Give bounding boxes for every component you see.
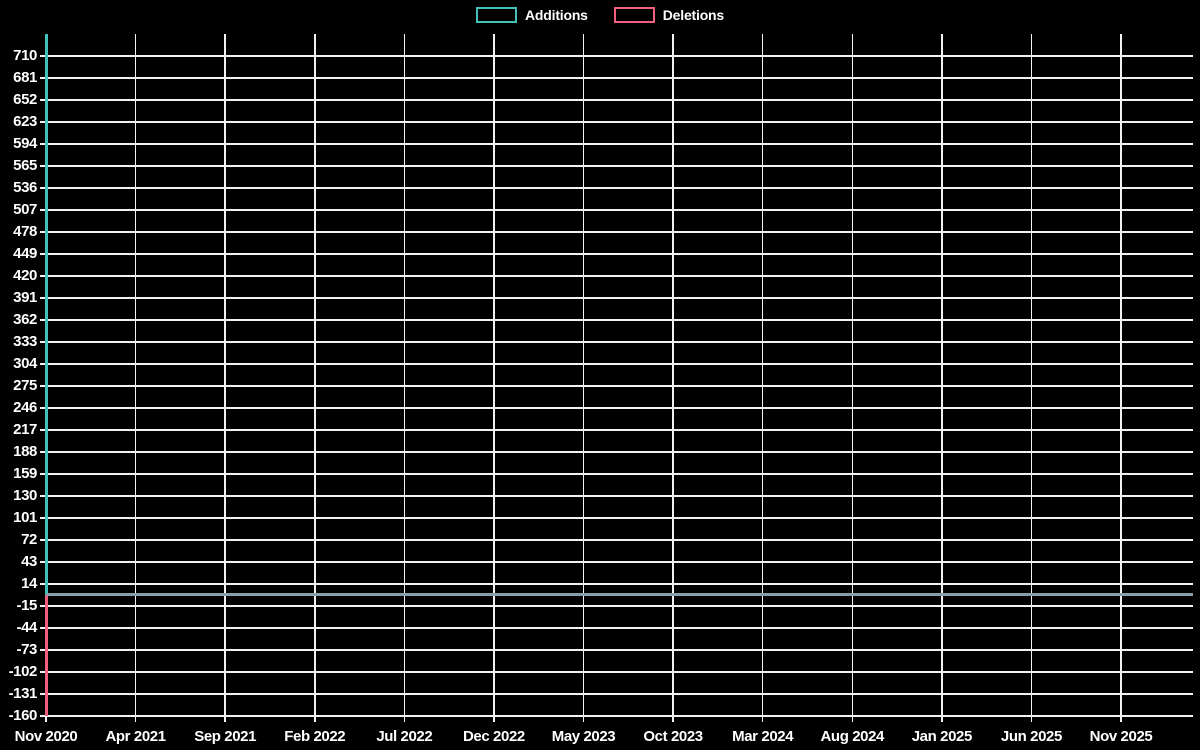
y-tick-label: 391 <box>13 289 37 306</box>
y-tick-label: 246 <box>13 399 37 416</box>
y-tick-label: 275 <box>13 377 37 394</box>
x-grid-line <box>941 34 943 722</box>
y-grid-line <box>40 187 1193 189</box>
legend-label-additions: Additions <box>525 7 588 23</box>
y-tick-label: 14 <box>21 575 37 592</box>
y-grid-line <box>40 407 1193 409</box>
x-grid-line <box>493 34 495 722</box>
y-grid-line <box>40 297 1193 299</box>
x-tick-label: Nov 2025 <box>1089 728 1153 745</box>
y-grid-line <box>40 517 1193 519</box>
y-tick-label: 681 <box>13 69 37 86</box>
x-tick-label: Oct 2023 <box>643 728 703 745</box>
y-tick-label: 478 <box>13 223 37 240</box>
x-grid-line <box>761 34 764 722</box>
y-grid-line <box>40 649 1193 651</box>
additions-swatch-icon <box>476 7 518 23</box>
y-tick-label: 362 <box>13 311 37 328</box>
y-grid-line <box>40 693 1193 695</box>
y-grid-line <box>40 363 1193 365</box>
y-grid-line <box>40 715 1193 717</box>
y-grid-line <box>40 55 1193 57</box>
legend-item-additions[interactable]: Additions <box>476 7 588 23</box>
y-grid-line <box>40 165 1193 167</box>
deletions-line <box>44 594 48 716</box>
y-grid-line <box>40 319 1193 321</box>
x-grid-line <box>134 34 137 722</box>
x-tick-label: Nov 2020 <box>14 728 78 745</box>
y-grid-line <box>40 385 1193 387</box>
x-grid-line <box>1120 34 1122 722</box>
y-tick-label: 304 <box>13 355 37 372</box>
x-tick-label: Jul 2022 <box>376 728 433 745</box>
y-tick-label: -44 <box>16 619 38 636</box>
y-grid-line <box>40 99 1193 101</box>
y-tick-label: 536 <box>13 179 37 196</box>
y-grid-line <box>40 583 1193 585</box>
x-grid-line <box>582 34 585 722</box>
x-grid-line <box>403 34 406 722</box>
y-grid-line <box>40 539 1193 541</box>
y-grid-line <box>40 451 1193 453</box>
y-tick-label: -102 <box>8 663 38 680</box>
y-tick-label: 217 <box>13 421 37 438</box>
legend-label-deletions: Deletions <box>662 7 724 23</box>
x-tick-label: Apr 2021 <box>105 728 166 745</box>
y-grid-line <box>40 253 1193 255</box>
y-tick-label: 710 <box>13 47 37 64</box>
y-tick-label: 333 <box>13 333 37 350</box>
x-grid-line <box>851 34 853 722</box>
y-grid-line <box>40 341 1193 343</box>
y-grid-line <box>40 627 1193 629</box>
x-grid-line <box>314 34 316 722</box>
y-tick-label: -160 <box>8 707 38 724</box>
legend-item-deletions[interactable]: Deletions <box>613 7 724 23</box>
y-grid-line <box>40 473 1193 475</box>
deletions-swatch-icon <box>613 7 655 23</box>
y-tick-label: 449 <box>13 245 37 262</box>
y-grid-line <box>40 671 1193 673</box>
y-tick-label: 420 <box>13 267 37 284</box>
y-grid-line <box>40 209 1193 211</box>
y-tick-label: 72 <box>21 531 37 548</box>
x-tick-label: Dec 2022 <box>462 728 525 745</box>
y-tick-label: -15 <box>16 597 38 614</box>
y-tick-label: 507 <box>13 201 37 218</box>
chart-legend: Additions Deletions <box>0 7 1200 23</box>
additions-line <box>44 34 48 595</box>
zero-line <box>46 593 1193 597</box>
y-grid-line <box>40 605 1193 607</box>
x-tick-label: Jan 2025 <box>911 728 973 745</box>
y-tick-label: 43 <box>21 553 37 570</box>
y-tick-label: 159 <box>13 465 37 482</box>
y-tick-label: 652 <box>13 91 37 108</box>
x-tick-label: Mar 2024 <box>732 728 794 745</box>
x-tick-label: Feb 2022 <box>284 728 346 745</box>
y-tick-label: 188 <box>13 443 37 460</box>
y-grid-line <box>40 231 1193 233</box>
y-tick-label: -73 <box>16 641 38 658</box>
x-tick-label: Sep 2021 <box>194 728 257 745</box>
y-tick-label: 565 <box>13 157 37 174</box>
x-grid-line <box>224 34 226 722</box>
x-tick-label: Aug 2024 <box>820 728 885 745</box>
y-tick-label: 623 <box>13 113 37 130</box>
x-grid-line <box>1030 34 1033 722</box>
x-tick-label: Jun 2025 <box>1000 728 1062 745</box>
y-grid-line <box>40 121 1193 123</box>
y-tick-label: -131 <box>8 685 38 702</box>
y-tick-label: 594 <box>13 135 37 152</box>
y-tick-label: 130 <box>13 487 37 504</box>
x-tick-label: May 2023 <box>551 728 616 745</box>
y-grid-line <box>40 275 1193 277</box>
y-grid-line <box>40 77 1193 79</box>
y-grid-line <box>40 143 1193 145</box>
y-grid-line <box>40 429 1193 431</box>
y-tick-label: 101 <box>13 509 37 526</box>
y-grid-line <box>40 561 1193 563</box>
y-grid-line <box>40 495 1193 497</box>
x-grid-line <box>672 34 674 722</box>
